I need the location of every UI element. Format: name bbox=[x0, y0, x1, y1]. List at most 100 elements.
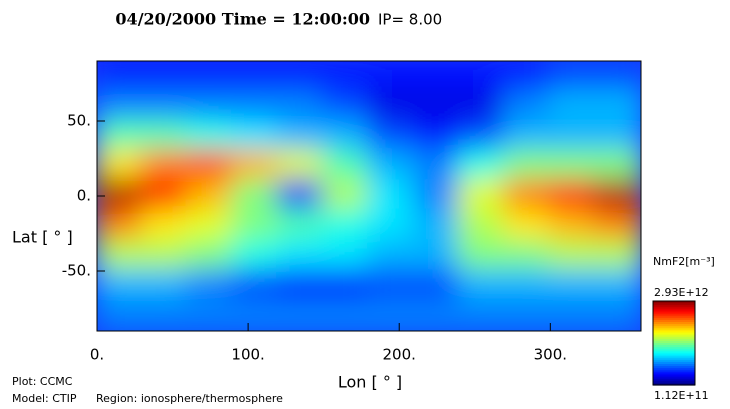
colorbar-step bbox=[653, 319, 695, 323]
contour-cell bbox=[412, 269, 462, 303]
colorbar-step bbox=[653, 324, 695, 327]
contour-cell bbox=[457, 299, 507, 331]
contour-cell bbox=[321, 89, 371, 123]
colorbar-step bbox=[653, 309, 695, 313]
colorbar-step bbox=[653, 317, 695, 321]
contour-cell bbox=[593, 239, 641, 273]
contour-cell bbox=[185, 89, 235, 123]
x-axis-label: Lon [ ° ] bbox=[338, 373, 402, 392]
contour-cell bbox=[412, 61, 462, 93]
contour-cell bbox=[593, 209, 641, 243]
contour-cell bbox=[276, 209, 326, 243]
contour-cell bbox=[412, 119, 462, 153]
contour-cell bbox=[276, 269, 326, 303]
contour-cell bbox=[548, 179, 598, 213]
footer-plot: Plot: CCMC bbox=[12, 375, 73, 388]
contour-cell bbox=[593, 179, 641, 213]
contour-cell bbox=[231, 299, 281, 331]
contour-cell bbox=[97, 89, 145, 123]
colorbar-step bbox=[653, 378, 695, 382]
colorbar-label: NmF2[m⁻³] bbox=[653, 255, 715, 268]
contour-cell bbox=[140, 239, 190, 273]
contour-cell bbox=[503, 61, 553, 93]
colorbar-step bbox=[653, 351, 695, 355]
colorbar-step bbox=[653, 349, 695, 352]
colorbar-step bbox=[653, 355, 695, 359]
contour-cell bbox=[457, 119, 507, 153]
contour-cell bbox=[97, 239, 145, 273]
colorbar-step bbox=[653, 307, 695, 310]
contour-cell bbox=[321, 299, 371, 331]
contour-cell bbox=[140, 209, 190, 243]
x-tick-label: 100. bbox=[231, 346, 264, 364]
colorbar-step bbox=[653, 305, 695, 308]
colorbar-step bbox=[653, 380, 695, 384]
colorbar-frame bbox=[652, 300, 696, 386]
chart-title: 04/20/2000 Time = 12:00:00 bbox=[115, 10, 370, 29]
contour-cell bbox=[548, 269, 598, 303]
contour-cell bbox=[503, 269, 553, 303]
contour-cell bbox=[503, 149, 553, 183]
colorbar-step bbox=[653, 347, 695, 350]
contour-cell bbox=[140, 299, 190, 331]
colorbar-step bbox=[653, 338, 695, 342]
contour-cell bbox=[548, 89, 598, 123]
contour-cell bbox=[593, 119, 641, 153]
contour-cell bbox=[140, 61, 190, 93]
contour-cell bbox=[231, 179, 281, 213]
contour-cell bbox=[276, 299, 326, 331]
contour-cell bbox=[548, 299, 598, 331]
colorbar-step bbox=[653, 303, 695, 306]
colorbar-step bbox=[653, 336, 695, 340]
colorbar-step bbox=[653, 313, 695, 317]
contour-cell bbox=[457, 89, 507, 123]
contour-cell bbox=[412, 89, 462, 123]
contour-cell bbox=[367, 209, 417, 243]
contour-cell bbox=[321, 61, 371, 93]
contour-cell bbox=[276, 89, 326, 123]
contour-cell bbox=[593, 299, 641, 331]
contour-cell bbox=[276, 239, 326, 273]
cells bbox=[97, 61, 641, 331]
contour-cell bbox=[185, 299, 235, 331]
colorbar-step bbox=[653, 322, 695, 325]
colorbar-step bbox=[653, 357, 695, 361]
contour-cell bbox=[140, 89, 190, 123]
y-tick-label: -50. bbox=[62, 262, 91, 280]
colorbar bbox=[653, 301, 695, 386]
contour-cell bbox=[185, 239, 235, 273]
contour-cell bbox=[412, 179, 462, 213]
colorbar-step bbox=[653, 311, 695, 315]
colorbar-step bbox=[653, 326, 695, 329]
contour-cell bbox=[321, 119, 371, 153]
contour-cell bbox=[321, 269, 371, 303]
contour-field bbox=[97, 61, 641, 331]
contour-cell bbox=[231, 269, 281, 303]
contour-cell bbox=[548, 149, 598, 183]
contour-cell bbox=[412, 239, 462, 273]
contour-cell bbox=[367, 269, 417, 303]
contour-cell bbox=[593, 269, 641, 303]
contour-cell bbox=[185, 269, 235, 303]
colorbar-step bbox=[653, 368, 695, 371]
contour-cell bbox=[140, 149, 190, 183]
colorbar-step bbox=[653, 334, 695, 338]
contour-cell bbox=[140, 269, 190, 303]
contour-cell bbox=[457, 61, 507, 93]
contour-cell bbox=[412, 149, 462, 183]
contour-cell bbox=[276, 119, 326, 153]
contour-cell bbox=[276, 179, 326, 213]
colorbar-step bbox=[653, 332, 695, 336]
contour-cell bbox=[367, 89, 417, 123]
contour-cell bbox=[321, 209, 371, 243]
colorbar-step bbox=[653, 372, 695, 376]
contour-cell bbox=[412, 209, 462, 243]
contour-cell bbox=[367, 239, 417, 273]
contour-cell bbox=[321, 179, 371, 213]
contour-cell bbox=[140, 179, 190, 213]
y-axis-label: Lat [ ° ] bbox=[12, 228, 73, 247]
contour-cell bbox=[548, 239, 598, 273]
contour-cell bbox=[457, 269, 507, 303]
contour-cell bbox=[97, 61, 145, 93]
